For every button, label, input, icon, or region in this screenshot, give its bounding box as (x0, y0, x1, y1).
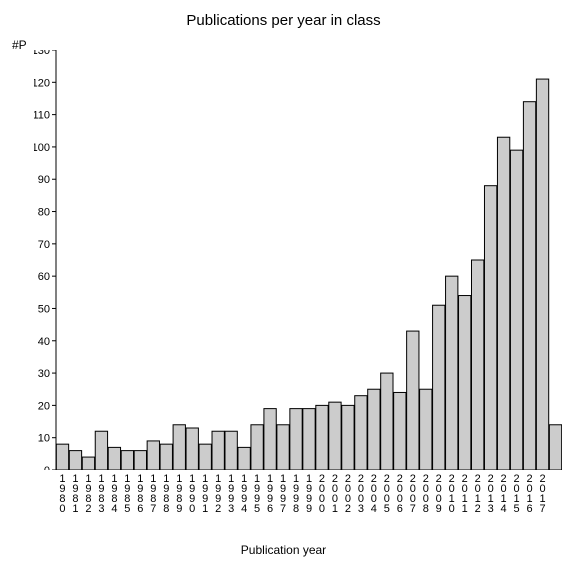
bar (368, 389, 380, 470)
bar (342, 405, 354, 470)
x-tick-label: 2004 (369, 474, 379, 514)
y-tick-label: 30 (38, 368, 50, 380)
bar (251, 425, 263, 470)
bar (173, 425, 185, 470)
chart-container: Publications per year in class #P Public… (0, 0, 567, 567)
x-tick-label: 1995 (252, 474, 262, 514)
bar (121, 451, 133, 470)
x-tick-label: 2003 (356, 474, 366, 514)
x-tick-label: 1987 (148, 474, 158, 514)
x-tick-label: 2006 (395, 474, 405, 514)
bar (264, 409, 276, 470)
y-tick-label: 50 (38, 303, 50, 315)
x-tick-label: 1984 (109, 474, 119, 514)
bar (108, 447, 120, 470)
x-tick-label: 2013 (486, 474, 496, 514)
x-tick-label: 2011 (460, 474, 470, 514)
bar (420, 389, 432, 470)
x-tick-label: 1990 (187, 474, 197, 514)
bar (394, 392, 406, 470)
bar (56, 444, 68, 470)
y-tick-label: 20 (38, 400, 50, 412)
x-tick-label: 2012 (473, 474, 483, 514)
bar (95, 431, 107, 470)
y-tick-label: 130 (34, 50, 50, 57)
bar (510, 150, 522, 470)
bar (472, 260, 484, 470)
bar (199, 444, 211, 470)
y-tick-label: 110 (34, 110, 50, 122)
x-tick-label: 1997 (278, 474, 288, 514)
x-tick-label: 2017 (538, 474, 548, 514)
bar (238, 447, 250, 470)
bar (381, 373, 393, 470)
x-tick-label: 2014 (499, 474, 509, 514)
x-tick-label: 1986 (135, 474, 145, 514)
bar (484, 186, 496, 470)
x-tick-label: 1982 (83, 474, 93, 514)
bar (549, 425, 561, 470)
y-tick-label: 100 (34, 142, 50, 154)
y-tick-label: 60 (38, 271, 50, 283)
x-tick-label: 2002 (343, 474, 353, 514)
bar (497, 137, 509, 470)
x-tick-label: 2005 (382, 474, 392, 514)
y-tick-label: 70 (38, 239, 50, 251)
bar (212, 431, 224, 470)
y-tick-label: 90 (38, 174, 50, 186)
x-tick-label: 2016 (525, 474, 535, 514)
y-tick-label: 120 (34, 77, 50, 89)
bar (459, 296, 471, 470)
chart-title: Publications per year in class (0, 12, 567, 29)
y-tick-label: 40 (38, 336, 50, 348)
x-axis-label: Publication year (0, 543, 567, 557)
x-tick-label: 1994 (239, 474, 249, 514)
bar (225, 431, 237, 470)
x-tick-label: 1999 (304, 474, 314, 514)
bar (316, 405, 328, 470)
y-tick-label: 80 (38, 207, 50, 219)
x-tick-label: 1992 (213, 474, 223, 514)
x-tick-label: 1993 (226, 474, 236, 514)
bar (277, 425, 289, 470)
x-tick-label: 2015 (512, 474, 522, 514)
x-tick-label: 1981 (70, 474, 80, 514)
bar (433, 305, 445, 470)
bar (355, 396, 367, 470)
y-axis-label: #P (12, 38, 27, 52)
y-tick-label: 10 (38, 433, 50, 445)
x-tick-label: 1988 (161, 474, 171, 514)
x-tick-label: 1991 (200, 474, 210, 514)
x-tick-label: 1989 (174, 474, 184, 514)
bar (147, 441, 159, 470)
bar (134, 451, 146, 470)
x-tick-label: 2008 (421, 474, 431, 514)
bar (186, 428, 198, 470)
plot-svg: 0 10 20 30 40 50 60 70 80 90 100 110 120 130 (34, 50, 562, 470)
bar (446, 276, 458, 470)
x-tick-label: 1983 (96, 474, 106, 514)
bar (536, 79, 548, 470)
bar (82, 457, 94, 470)
x-tick-label: 1996 (265, 474, 275, 514)
bar (160, 444, 172, 470)
bar (303, 409, 315, 470)
bar (407, 331, 419, 470)
bar (290, 409, 302, 470)
bar (329, 402, 341, 470)
x-tick-label: 2001 (330, 474, 340, 514)
x-tick-label: 2009 (434, 474, 444, 514)
x-tick-label: 2007 (408, 474, 418, 514)
bar (69, 451, 81, 470)
x-tick-label: 2000 (317, 474, 327, 514)
x-tick-label: 1985 (122, 474, 132, 514)
y-tick-label: 0 (44, 465, 50, 470)
bar (523, 102, 535, 470)
x-tick-label: 2010 (447, 474, 457, 514)
x-tick-label: 1980 (57, 474, 67, 514)
x-tick-label: 1998 (291, 474, 301, 514)
